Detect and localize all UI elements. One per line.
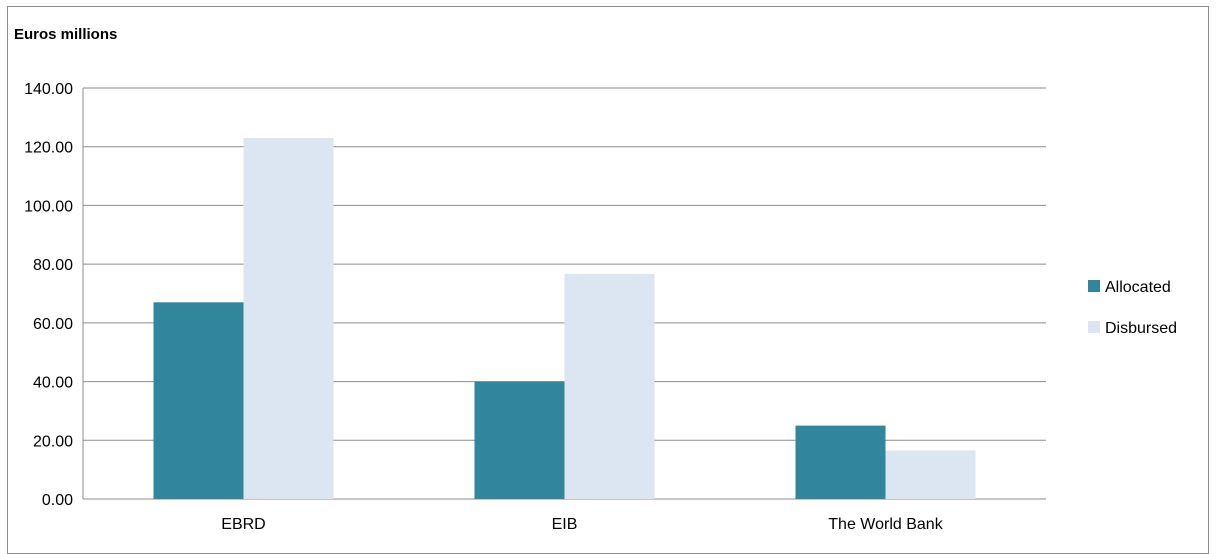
bar-allocated bbox=[795, 425, 886, 499]
legend: Allocated Disbursed bbox=[1088, 279, 1177, 337]
bar-allocated bbox=[474, 381, 565, 499]
x-tick-label: The World Bank bbox=[828, 516, 943, 533]
bar-disbursed bbox=[885, 450, 976, 499]
y-tick-label: 80.00 bbox=[33, 257, 73, 274]
x-tick-label: EBRD bbox=[221, 516, 265, 533]
bar-allocated bbox=[153, 302, 244, 499]
legend-swatch-allocated bbox=[1088, 280, 1100, 292]
legend-label-allocated: Allocated bbox=[1105, 279, 1171, 296]
y-tick-label: 20.00 bbox=[33, 433, 73, 450]
y-tick-label: 120.00 bbox=[24, 140, 73, 157]
y-tick-label: 60.00 bbox=[33, 316, 73, 333]
y-axis-unit-label: Euros millions bbox=[14, 26, 118, 43]
y-tick-label: 100.00 bbox=[24, 198, 73, 215]
bars bbox=[153, 137, 976, 499]
y-tick-label: 40.00 bbox=[33, 375, 73, 392]
y-tick-labels: 0.00 20.00 40.00 60.00 80.00 100.00 120.00 140.… bbox=[24, 81, 73, 509]
y-tick-label: 140.00 bbox=[24, 81, 73, 98]
x-tick-label: EIB bbox=[552, 516, 578, 533]
legend-label-disbursed: Disbursed bbox=[1105, 320, 1177, 337]
y-tick-label: 0.00 bbox=[42, 492, 73, 509]
x-tick-labels: EBRD EIB The World Bank bbox=[221, 516, 943, 533]
bar-disbursed bbox=[564, 273, 655, 499]
bar-disbursed bbox=[243, 137, 334, 499]
legend-swatch-disbursed bbox=[1088, 321, 1100, 333]
